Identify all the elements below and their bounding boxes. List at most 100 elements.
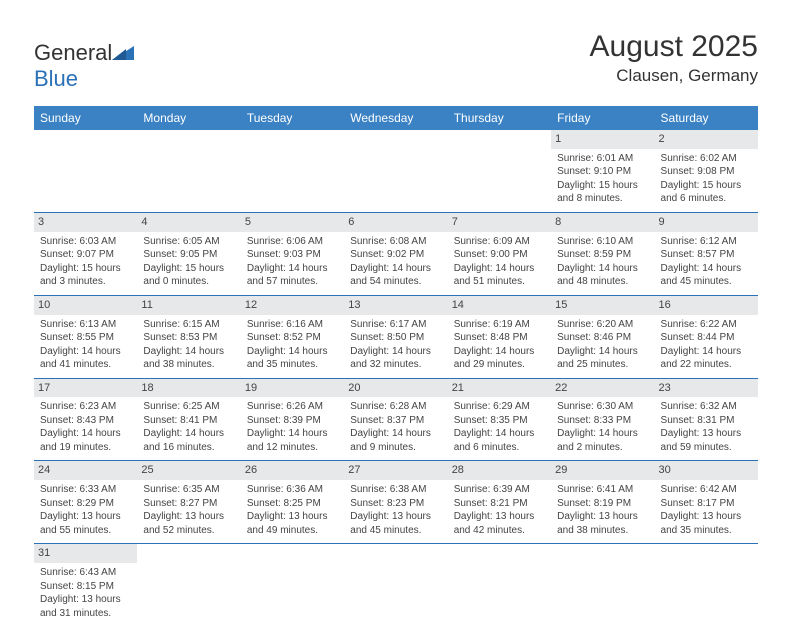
logo-word1: General [34,40,112,65]
sunset-text: Sunset: 8:41 PM [143,414,234,428]
daylight2-text: and 57 minutes. [247,275,338,289]
calendar-table: SundayMondayTuesdayWednesdayThursdayFrid… [34,106,758,626]
sunset-text: Sunset: 8:48 PM [454,331,545,345]
weekday-header: Thursday [448,106,551,130]
sunrise-text: Sunrise: 6:25 AM [143,400,234,414]
weekday-header: Tuesday [241,106,344,130]
sunset-text: Sunset: 8:35 PM [454,414,545,428]
daylight2-text: and 38 minutes. [557,524,648,538]
daylight1-text: Daylight: 13 hours [40,510,131,524]
sunrise-text: Sunrise: 6:30 AM [557,400,648,414]
daylight1-text: Daylight: 14 hours [143,345,234,359]
daylight1-text: Daylight: 14 hours [40,427,131,441]
daylight1-text: Daylight: 13 hours [557,510,648,524]
weekday-header: Wednesday [344,106,447,130]
calendar-cell: 7Sunrise: 6:09 AMSunset: 9:00 PMDaylight… [448,212,551,295]
day-number: 18 [137,379,240,398]
sunset-text: Sunset: 8:25 PM [247,497,338,511]
daylight1-text: Daylight: 14 hours [557,345,648,359]
calendar-cell: 15Sunrise: 6:20 AMSunset: 8:46 PMDayligh… [551,295,654,378]
daylight1-text: Daylight: 14 hours [454,262,545,276]
sunrise-text: Sunrise: 6:16 AM [247,318,338,332]
day-number: 6 [344,213,447,232]
sunset-text: Sunset: 8:23 PM [350,497,441,511]
daylight1-text: Daylight: 14 hours [247,262,338,276]
daylight2-text: and 59 minutes. [661,441,752,455]
sunrise-text: Sunrise: 6:28 AM [350,400,441,414]
daylight2-text: and 38 minutes. [143,358,234,372]
calendar-cell: 30Sunrise: 6:42 AMSunset: 8:17 PMDayligh… [655,461,758,544]
sunset-text: Sunset: 8:15 PM [40,580,131,594]
daylight2-text: and 22 minutes. [661,358,752,372]
sunset-text: Sunset: 8:55 PM [40,331,131,345]
daylight1-text: Daylight: 14 hours [661,262,752,276]
sunset-text: Sunset: 9:10 PM [557,165,648,179]
day-number: 25 [137,461,240,480]
calendar-cell: 27Sunrise: 6:38 AMSunset: 8:23 PMDayligh… [344,461,447,544]
logo-word2: Blue [34,66,78,91]
calendar-cell: 14Sunrise: 6:19 AMSunset: 8:48 PMDayligh… [448,295,551,378]
day-number: 13 [344,296,447,315]
sunset-text: Sunset: 8:39 PM [247,414,338,428]
header: GeneralBlue August 2025 Clausen, Germany [34,30,758,92]
calendar-cell [34,130,137,212]
sunset-text: Sunset: 8:43 PM [40,414,131,428]
daylight2-text: and 41 minutes. [40,358,131,372]
day-number: 2 [655,130,758,149]
sunset-text: Sunset: 8:29 PM [40,497,131,511]
daylight2-text: and 3 minutes. [40,275,131,289]
calendar-cell: 31Sunrise: 6:43 AMSunset: 8:15 PMDayligh… [34,544,137,626]
sunrise-text: Sunrise: 6:41 AM [557,483,648,497]
calendar-cell: 13Sunrise: 6:17 AMSunset: 8:50 PMDayligh… [344,295,447,378]
daylight1-text: Daylight: 14 hours [661,345,752,359]
calendar-week: 1Sunrise: 6:01 AMSunset: 9:10 PMDaylight… [34,130,758,212]
weekday-header: Sunday [34,106,137,130]
sunset-text: Sunset: 9:07 PM [40,248,131,262]
calendar-cell [241,130,344,212]
daylight2-text: and 51 minutes. [454,275,545,289]
daylight2-text: and 49 minutes. [247,524,338,538]
daylight1-text: Daylight: 14 hours [454,427,545,441]
sunrise-text: Sunrise: 6:06 AM [247,235,338,249]
calendar-cell: 4Sunrise: 6:05 AMSunset: 9:05 PMDaylight… [137,212,240,295]
calendar-cell: 23Sunrise: 6:32 AMSunset: 8:31 PMDayligh… [655,378,758,461]
daylight2-text: and 29 minutes. [454,358,545,372]
sunset-text: Sunset: 8:21 PM [454,497,545,511]
calendar-cell: 16Sunrise: 6:22 AMSunset: 8:44 PMDayligh… [655,295,758,378]
daylight2-text: and 2 minutes. [557,441,648,455]
calendar-cell: 12Sunrise: 6:16 AMSunset: 8:52 PMDayligh… [241,295,344,378]
daylight2-text: and 55 minutes. [40,524,131,538]
day-number: 16 [655,296,758,315]
sunset-text: Sunset: 9:03 PM [247,248,338,262]
daylight1-text: Daylight: 14 hours [557,262,648,276]
sunrise-text: Sunrise: 6:26 AM [247,400,338,414]
day-number: 28 [448,461,551,480]
day-number: 7 [448,213,551,232]
daylight1-text: Daylight: 14 hours [350,262,441,276]
sunrise-text: Sunrise: 6:38 AM [350,483,441,497]
day-number: 31 [34,544,137,563]
sunset-text: Sunset: 8:46 PM [557,331,648,345]
daylight2-text: and 45 minutes. [350,524,441,538]
calendar-cell [137,544,240,626]
calendar-cell: 22Sunrise: 6:30 AMSunset: 8:33 PMDayligh… [551,378,654,461]
daylight2-text: and 6 minutes. [661,192,752,206]
sunset-text: Sunset: 8:17 PM [661,497,752,511]
daylight1-text: Daylight: 15 hours [557,179,648,193]
sunrise-text: Sunrise: 6:13 AM [40,318,131,332]
daylight1-text: Daylight: 14 hours [557,427,648,441]
daylight2-text: and 25 minutes. [557,358,648,372]
calendar-cell [137,130,240,212]
daylight2-text: and 6 minutes. [454,441,545,455]
calendar-cell: 5Sunrise: 6:06 AMSunset: 9:03 PMDaylight… [241,212,344,295]
daylight1-text: Daylight: 13 hours [350,510,441,524]
daylight1-text: Daylight: 14 hours [247,427,338,441]
sunset-text: Sunset: 8:44 PM [661,331,752,345]
day-number: 17 [34,379,137,398]
sunrise-text: Sunrise: 6:19 AM [454,318,545,332]
daylight1-text: Daylight: 15 hours [143,262,234,276]
sunrise-text: Sunrise: 6:43 AM [40,566,131,580]
calendar-cell: 21Sunrise: 6:29 AMSunset: 8:35 PMDayligh… [448,378,551,461]
sunrise-text: Sunrise: 6:29 AM [454,400,545,414]
calendar-cell: 17Sunrise: 6:23 AMSunset: 8:43 PMDayligh… [34,378,137,461]
